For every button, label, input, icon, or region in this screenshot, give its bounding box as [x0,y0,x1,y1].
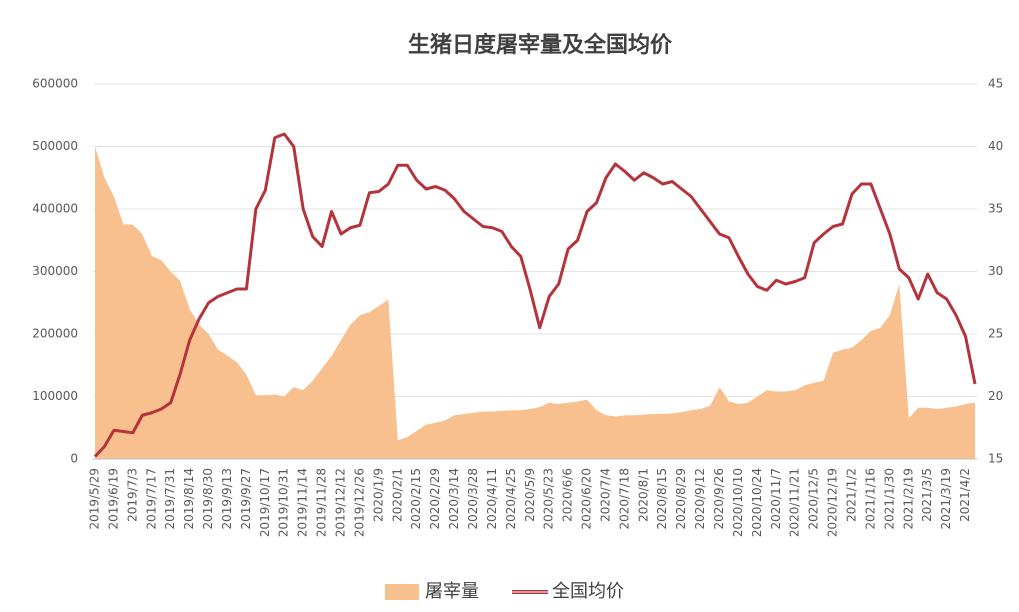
x-tick-label: 2020/12/19 [826,468,840,537]
y-tick-label: 100000 [32,389,78,403]
x-tick-label: 2020/8/1 [636,468,650,522]
y-tick-label: 600000 [32,77,78,91]
area [95,146,975,459]
y2-tick-label: 40 [988,139,1003,153]
x-tick-label: 2019/11/28 [315,468,329,537]
x-tick-label: 2020/11/7 [769,468,783,530]
x-tick-label: 2020/4/11 [485,468,499,530]
x-tick-label: 2019/6/19 [106,468,120,530]
x-tick-label: 2020/5/23 [542,468,556,530]
y2-tick-label: 20 [988,389,1003,403]
y-tick-label: 0 [70,452,78,466]
x-tick-label: 2020/6/6 [561,468,575,522]
x-tick-label: 2020/3/28 [466,468,480,530]
y2-tick-label: 15 [988,452,1003,466]
y-tick-label: 200000 [32,327,78,341]
y2-tick-label: 25 [988,327,1003,341]
x-tick-label: 2020/4/25 [504,468,518,530]
x-tick-label: 2020/2/29 [428,468,442,530]
x-tick-label: 2020/8/15 [655,468,669,530]
x-tick-label: 2020/3/14 [447,468,461,530]
line [93,132,977,458]
x-tick-label: 2019/7/31 [163,468,177,530]
x-tick-label: 2019/9/13 [220,468,234,530]
x-tick-label: 2020/8/29 [674,468,688,530]
x-tick-label: 2020/6/20 [580,468,594,530]
x-tick-label: 2019/12/26 [352,468,366,537]
x-tick-label: 2019/11/14 [296,468,310,537]
x-tick-label: 2020/7/4 [598,468,612,522]
x-tick-label: 2021/1/30 [882,468,896,530]
x-tick-label: 2020/2/15 [409,468,423,530]
x-tick-label: 2021/3/19 [939,468,953,530]
x-tick-label: 2020/9/12 [693,468,707,530]
x-tick-label: 2020/7/18 [617,468,631,530]
x-tick-label: 2019/12/12 [334,468,348,537]
x-tick-label: 2020/5/9 [523,468,537,522]
x-tick-label: 2020/11/21 [788,468,802,537]
y-tick-label: 300000 [32,264,78,278]
x-tick-label: 2021/1/2 [844,468,858,522]
x-tick-label: 2019/7/17 [144,468,158,530]
x-tick-label: 2019/8/30 [201,468,215,530]
x-tick-label: 2019/10/17 [258,468,272,537]
legend-swatch [385,584,419,600]
x-tick-label: 2020/12/5 [807,468,821,530]
y-tick-label: 400000 [32,202,78,216]
x-tick-label: 2019/9/27 [239,468,253,530]
x-tick-label: 2020/10/10 [731,468,745,537]
x-tick-label: 2020/2/1 [390,468,404,522]
x-tick-label: 2019/7/3 [125,468,139,522]
x-tick-label: 2020/9/26 [712,468,726,530]
x-tick-label: 2020/1/9 [371,468,385,522]
legend-label: 屠宰量 [425,581,479,602]
y2-tick-label: 30 [988,264,1003,278]
x-tick-label: 2021/3/5 [920,468,934,522]
chart-title: 生猪日度屠宰量及全国均价 [408,32,673,58]
x-tick-label: 2021/2/19 [901,468,915,530]
x-tick-label: 2019/10/31 [277,468,291,537]
legend-label: 全国均价 [552,581,624,602]
y2-tick-label: 45 [988,77,1003,91]
x-tick-label: 2019/8/14 [182,468,196,530]
x-tick-label: 2020/10/24 [750,468,764,537]
x-tick-label: 2019/5/29 [88,468,102,530]
y2-tick-label: 35 [988,202,1003,216]
y-tick-label: 500000 [32,139,78,153]
x-tick-label: 2021/1/16 [863,468,877,530]
x-tick-label: 2021/4/2 [958,468,972,522]
